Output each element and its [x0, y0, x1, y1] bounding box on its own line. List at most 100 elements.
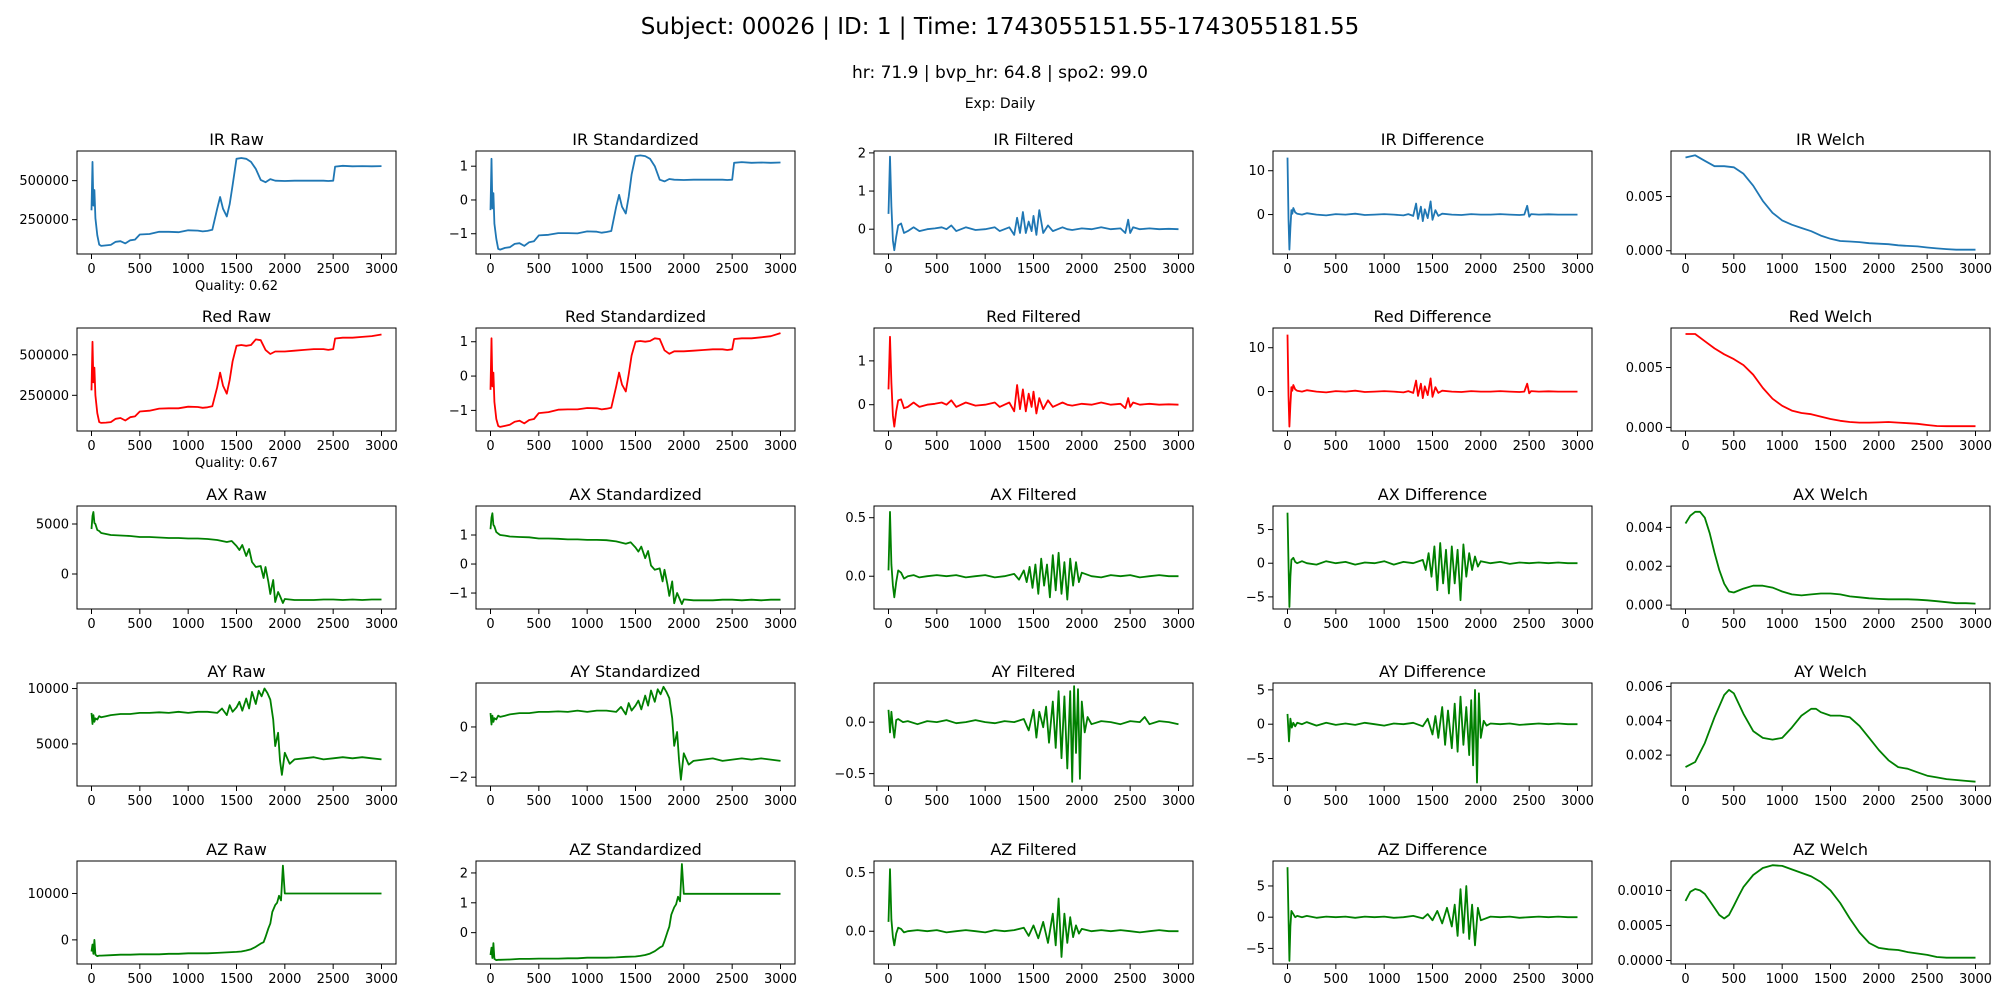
x-tick-label: 2500 — [1114, 617, 1147, 632]
subplot: IR Standardized 0 500 1000 1500 2000 2500 3000 −… — [449, 130, 797, 277]
x-tick-label: 2500 — [1513, 439, 1546, 454]
x-tick-label: 500 — [127, 972, 152, 987]
x-tick-label: 1000 — [969, 972, 1002, 987]
y-tick-label: 0 — [858, 398, 866, 413]
x-tick-label: 2500 — [317, 439, 350, 454]
x-tick-label: 0 — [87, 262, 95, 277]
y-tick-label: 10000 — [28, 887, 69, 902]
x-tick-label: 0 — [1681, 439, 1689, 454]
y-tick-label: 5 — [1257, 879, 1265, 894]
subplot: AY Welch 0 500 1000 1500 2000 2500 3000 0.002 0.0… — [1626, 662, 1992, 809]
y-tick-label: 0 — [460, 370, 468, 385]
x-tick-label: 2000 — [268, 972, 301, 987]
x-tick-label: 2000 — [667, 262, 700, 277]
x-tick-label: 0 — [486, 262, 494, 277]
subplot-title: AY Difference — [1379, 662, 1486, 681]
subplot-title: AX Welch — [1793, 485, 1868, 504]
x-tick-label: 1500 — [1416, 617, 1449, 632]
subplot-title: IR Standardized — [572, 130, 699, 149]
axes-frame — [76, 682, 397, 787]
x-tick-label: 2000 — [667, 617, 700, 632]
x-tick-label: 0 — [1283, 617, 1291, 632]
x-tick-label: 2000 — [1065, 972, 1098, 987]
x-tick-label: 1000 — [1766, 262, 1799, 277]
figure-subtitle: hr: 71.9 | bvp_hr: 64.8 | spo2: 99.0 — [852, 63, 1148, 83]
axes-frame — [1670, 682, 1991, 787]
axes-frame — [76, 860, 397, 965]
x-tick-label: 3000 — [1959, 617, 1992, 632]
axes-frame — [475, 150, 796, 255]
subplot: AY Raw 0 500 1000 1500 2000 2500 3000 5000 10000 — [28, 662, 398, 809]
subplot-title: AX Filtered — [990, 485, 1076, 504]
y-tick-label: 0 — [1257, 911, 1265, 926]
x-tick-label: 3000 — [1561, 972, 1594, 987]
x-tick-label: 500 — [1721, 617, 1746, 632]
x-tick-label: 1500 — [1416, 262, 1449, 277]
subplot-title: AY Standardized — [570, 662, 700, 681]
subplot: Red Difference 0 500 1000 1500 2000 2500 3000 0 1… — [1248, 307, 1594, 454]
y-tick-label: 10000 — [28, 682, 69, 697]
subplot-title: AZ Difference — [1378, 840, 1487, 859]
x-tick-label: 500 — [526, 262, 551, 277]
x-tick-label: 0 — [486, 972, 494, 987]
subplot-title: Red Raw — [202, 307, 271, 326]
series-line — [489, 332, 781, 428]
x-tick-label: 2000 — [268, 439, 301, 454]
x-tick-label: 500 — [127, 262, 152, 277]
y-tick-label: 500000 — [19, 348, 69, 363]
x-tick-label: 500 — [924, 794, 949, 809]
x-tick-label: 1500 — [1814, 617, 1847, 632]
x-tick-label: 3000 — [764, 262, 797, 277]
x-tick-label: 1000 — [969, 439, 1002, 454]
x-tick-label: 1000 — [172, 617, 205, 632]
x-tick-label: 0 — [87, 439, 95, 454]
subplot-title: AZ Raw — [206, 840, 267, 859]
figure-exp-label: Exp: Daily — [964, 96, 1036, 112]
x-tick-label: 500 — [1323, 972, 1348, 987]
axes-frame — [475, 860, 796, 965]
y-tick-label: 5000 — [36, 737, 69, 752]
x-tick-label: 500 — [526, 794, 551, 809]
axes-frame — [873, 860, 1194, 965]
series-line — [1685, 154, 1976, 251]
x-tick-label: 0 — [884, 439, 892, 454]
x-tick-label: 3000 — [365, 794, 398, 809]
subplot-title: AZ Welch — [1793, 840, 1868, 859]
subplot-title: IR Difference — [1381, 130, 1484, 149]
x-tick-label: 500 — [1323, 794, 1348, 809]
x-tick-label: 1500 — [619, 262, 652, 277]
subplot-title: AY Filtered — [992, 662, 1076, 681]
x-tick-label: 0 — [486, 794, 494, 809]
axes-frame — [1670, 327, 1991, 432]
x-tick-label: 1000 — [1368, 972, 1401, 987]
x-tick-label: 1000 — [172, 794, 205, 809]
y-tick-label: 2 — [460, 866, 468, 881]
y-tick-label: 0.0005 — [1618, 919, 1664, 934]
subplot: IR Welch 0 500 1000 1500 2000 2500 3000 0.000 0.0… — [1626, 130, 1992, 277]
x-tick-label: 500 — [1721, 439, 1746, 454]
subplot: AY Difference 0 500 1000 1500 2000 2500 3000 −5 0… — [1246, 662, 1594, 809]
series-line — [489, 154, 781, 251]
series-line — [489, 685, 781, 781]
x-tick-label: 1500 — [619, 794, 652, 809]
x-tick-label: 500 — [924, 972, 949, 987]
y-tick-label: 0 — [460, 926, 468, 941]
axes-frame — [1272, 327, 1593, 432]
x-tick-label: 0 — [884, 262, 892, 277]
x-tick-label: 0 — [884, 617, 892, 632]
y-tick-label: 0 — [460, 720, 468, 735]
subplot: AY Standardized 0 500 1000 1500 2000 2500 3000 −… — [449, 662, 797, 809]
axes-frame — [1272, 150, 1593, 255]
x-tick-label: 2000 — [1862, 439, 1895, 454]
axes-frame — [873, 682, 1194, 787]
x-tick-label: 500 — [1323, 439, 1348, 454]
quality-label: Quality: 0.62 — [195, 279, 278, 294]
series-line — [90, 157, 382, 247]
subplot-title: AZ Filtered — [990, 840, 1076, 859]
subplot: AX Difference 0 500 1000 1500 2000 2500 3000 −5 0… — [1246, 485, 1594, 632]
x-tick-label: 2000 — [1862, 617, 1895, 632]
series-line — [489, 512, 781, 605]
y-tick-label: 0.004 — [1626, 521, 1663, 536]
x-tick-label: 3000 — [1561, 439, 1594, 454]
y-tick-label: −5 — [1246, 590, 1265, 605]
